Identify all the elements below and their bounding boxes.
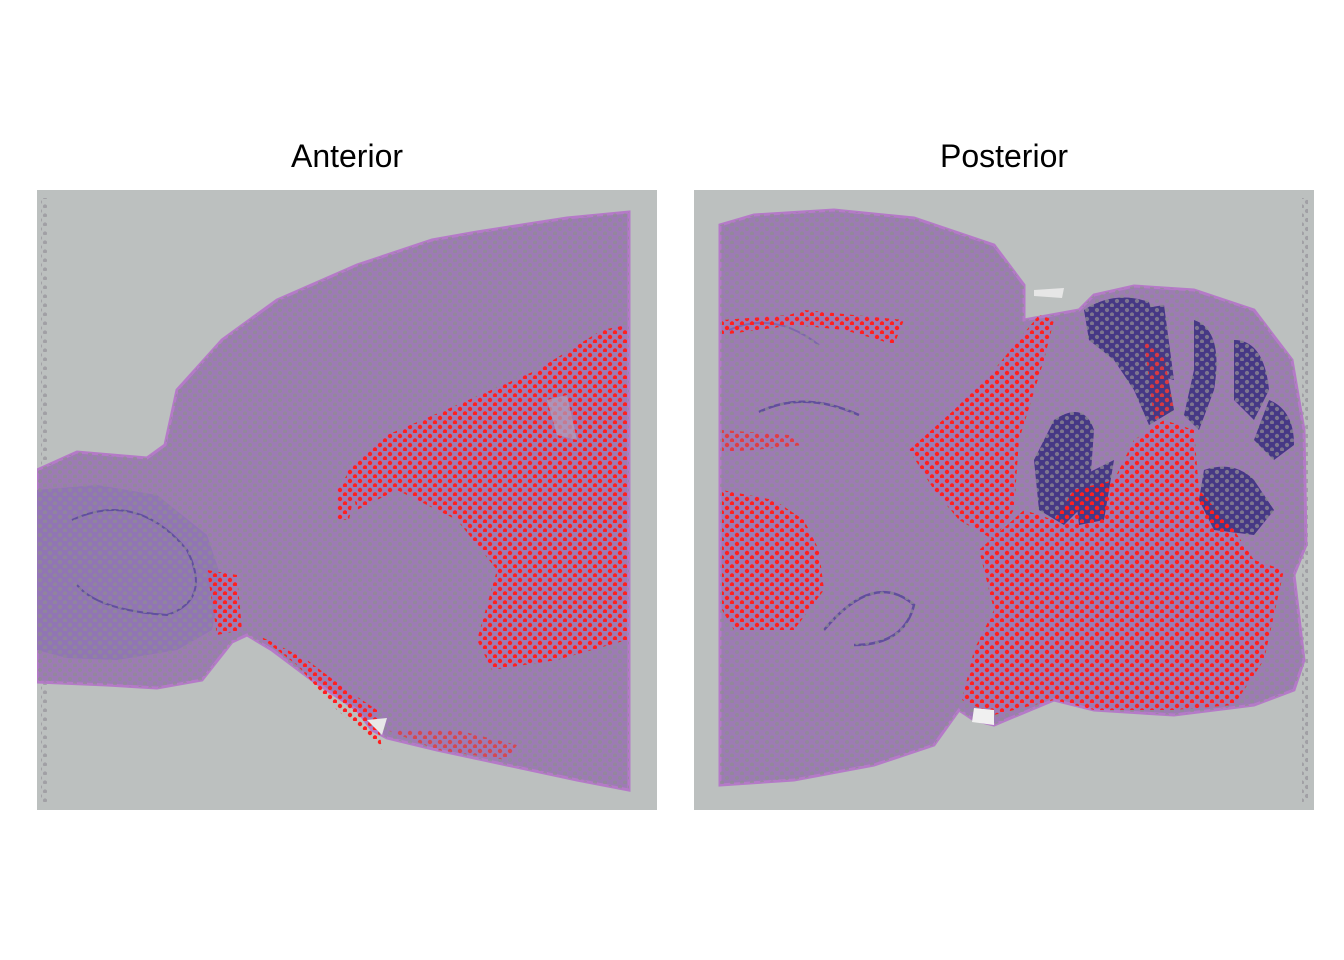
panel-title-anterior: Anterior — [290, 138, 404, 174]
highlighted-spots — [722, 310, 1284, 715]
panel-title-posterior: Posterior — [939, 138, 1069, 174]
anterior-tissue-panel — [37, 190, 657, 810]
posterior-tissue-panel — [694, 190, 1314, 810]
posterior-tissue-image — [718, 198, 1308, 802]
anterior-tissue-image — [37, 198, 631, 802]
